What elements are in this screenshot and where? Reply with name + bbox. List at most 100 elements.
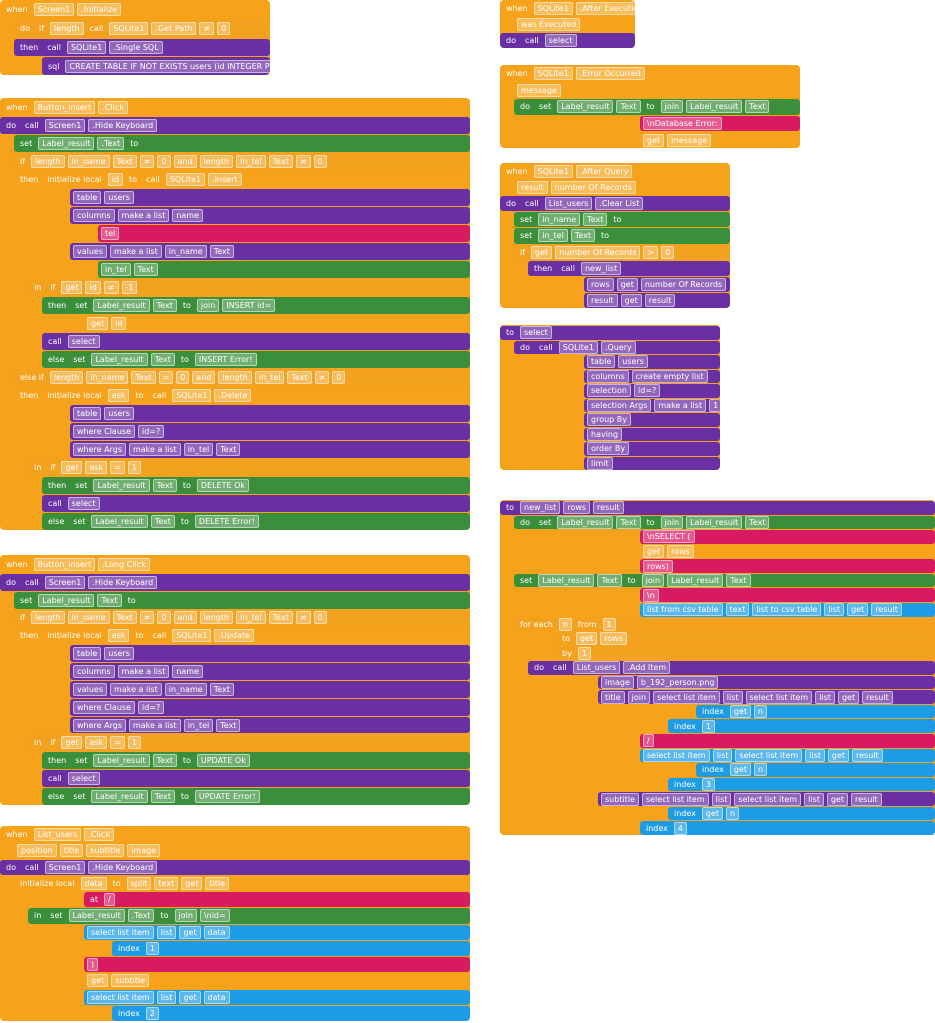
block-text: number Of Records xyxy=(550,181,636,195)
block-text: join xyxy=(641,574,665,588)
block-text: .Text xyxy=(97,137,125,150)
event-block[interactable]: when Button_insert .Long Click do call Screen… xyxy=(0,555,470,805)
block-text: to xyxy=(180,517,189,526)
block-text: list to csv table xyxy=(752,603,822,617)
block-text: n xyxy=(558,617,572,631)
block-row: order By xyxy=(584,442,720,456)
block-text: call xyxy=(152,391,167,400)
block-text: create empty list xyxy=(631,369,708,383)
block-text: \n xyxy=(643,588,659,602)
block-row: in if get ask = 1 xyxy=(28,734,470,752)
block-text: then xyxy=(20,391,39,400)
block-text: get xyxy=(179,990,201,1004)
block-row: get subtitle xyxy=(84,973,470,989)
block-text: .After Execution xyxy=(575,2,635,15)
block-text: INSERT id= xyxy=(222,299,276,312)
block-text: result xyxy=(852,748,883,762)
block-text: .Click xyxy=(98,101,128,114)
block-text: .Hide Keyboard xyxy=(88,119,158,132)
block-text: Text xyxy=(209,245,234,258)
block-text: join xyxy=(627,690,651,704)
block-text: Text xyxy=(112,611,137,625)
block-text: get xyxy=(729,763,752,777)
block-text: to xyxy=(160,911,169,921)
block-row: table users xyxy=(70,405,470,422)
block-text: SQLite1 xyxy=(533,67,573,81)
block-text: 0 xyxy=(157,155,171,168)
block-text: set xyxy=(520,576,533,586)
block-text: initialize local xyxy=(47,391,102,400)
block-text: Screen1 xyxy=(33,3,75,17)
block-text: make a list xyxy=(117,209,170,222)
block-text: 1 xyxy=(709,398,720,412)
block-text: number Of Records xyxy=(555,245,641,259)
block-text: List_users xyxy=(33,828,82,842)
block-row: if length in_name Text ≠ 0 and length in_tel Text… xyxy=(14,609,470,627)
block-text: ask xyxy=(107,389,130,402)
block-text: select list item xyxy=(735,748,803,762)
block-text: select xyxy=(67,335,100,348)
block-row: columns make a list name xyxy=(70,663,470,680)
block-text: tel xyxy=(101,227,120,240)
block-text: select list item xyxy=(641,792,709,806)
block-text: get xyxy=(616,277,638,291)
block-text: SQLite1 xyxy=(533,165,573,179)
block-text: ask xyxy=(85,461,108,474)
block-row: then call SQLite1 .Single SQL xyxy=(14,38,270,57)
block-text: set xyxy=(73,791,86,801)
block-text: Label_result xyxy=(91,515,148,528)
block-text: in_name xyxy=(67,155,110,168)
block-text: in xyxy=(34,911,42,921)
event-block[interactable]: to new_list rows result do set Label_result Tex… xyxy=(500,500,935,835)
block-text: when xyxy=(506,167,528,177)
block-text: then xyxy=(48,481,67,490)
block-row: selection id=? xyxy=(584,384,720,398)
block-text: 3 xyxy=(701,777,715,791)
event-block[interactable]: when Screen1 .Initialize do if length call SQLi… xyxy=(0,0,270,75)
block-text: get xyxy=(87,317,109,330)
block-text: = xyxy=(110,736,125,750)
block-text: select list item xyxy=(653,690,720,704)
block-text: join xyxy=(660,515,684,529)
block-text: Screen1 xyxy=(44,119,86,132)
block-text: initialize local xyxy=(47,631,102,641)
block-text: SQLite1 xyxy=(172,389,212,402)
block-text: Text xyxy=(268,155,293,168)
block-text: set xyxy=(75,481,88,490)
block-text: .Get Path xyxy=(151,22,197,36)
block-text: else xyxy=(48,791,65,801)
block-text: id=? xyxy=(137,425,165,438)
block-row: table users xyxy=(70,645,470,663)
block-text: call xyxy=(48,774,62,784)
block-text: .Delete xyxy=(214,389,252,402)
event-block[interactable]: to select do call SQLite1 .Query table users col… xyxy=(500,325,720,470)
block-text: select list item xyxy=(87,925,154,939)
block-text: Button_insert xyxy=(33,557,96,571)
block-text: Label_result xyxy=(91,789,148,803)
block-row: result get result xyxy=(584,292,730,308)
block-text: index xyxy=(702,765,724,775)
event-block[interactable]: when SQLite1 .After Query result number Of R… xyxy=(500,163,730,308)
block-text: data xyxy=(80,876,107,890)
block-row: tel xyxy=(98,225,470,242)
block-row: do call SQLite1 .Query xyxy=(514,340,720,354)
block-text: to xyxy=(112,878,121,888)
block-text: to xyxy=(135,631,144,641)
block-text: if xyxy=(20,157,26,166)
block-text: b_192_person.png xyxy=(636,676,719,690)
block-text: Label_result xyxy=(93,479,150,492)
block-row: set in_name Text to xyxy=(514,212,730,228)
block-text: to xyxy=(182,481,191,490)
block-row: where Args make a list in_tel Text xyxy=(70,441,470,458)
block-text: position xyxy=(17,844,57,858)
block-text: in_tel xyxy=(183,443,214,456)
event-block[interactable]: when Button_insert .Click do call Screen1 .Hid… xyxy=(0,98,470,530)
block-row: call select xyxy=(42,333,470,350)
block-row: index get n xyxy=(696,704,935,719)
block-text: subtitle xyxy=(86,844,125,858)
block-text: list xyxy=(804,792,824,806)
event-block[interactable]: when SQLite1 .Error Occurred message do set La… xyxy=(500,65,800,148)
block-text: index xyxy=(674,721,696,731)
event-block[interactable]: when List_users .Click position title subtitl… xyxy=(0,826,470,1021)
